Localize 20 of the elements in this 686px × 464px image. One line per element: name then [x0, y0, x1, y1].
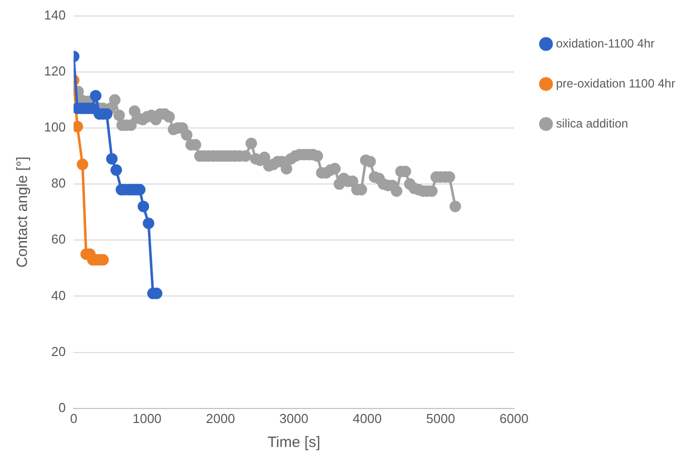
legend-label: pre-oxidation 1100 4hr: [556, 76, 676, 90]
y-tick-label: 140: [44, 7, 66, 22]
x-tick-label: 1000: [132, 410, 162, 426]
x-tick-label: 4000: [352, 410, 382, 426]
x-axis-title: Time [s]: [267, 434, 320, 452]
y-tick-label: 80: [51, 176, 66, 191]
x-tick-label: 3000: [279, 410, 308, 426]
y-tick-label: 0: [58, 400, 66, 415]
x-tick-label: 0: [70, 410, 78, 426]
x-tick-label: 2000: [206, 410, 235, 426]
legend-label: silica addition: [556, 116, 628, 130]
x-tick-label: 5000: [426, 410, 456, 426]
legend-label: oxidation-1100 4hr: [556, 36, 655, 50]
y-tick-label: 100: [44, 120, 66, 135]
x-tick-label: 6000: [500, 410, 528, 426]
y-tick-label: 20: [51, 344, 66, 359]
y-tick-label: 60: [51, 232, 66, 247]
y-axis-title: Contact angle [°]: [14, 156, 32, 268]
y-tick-label: 40: [51, 288, 66, 303]
y-tick-label: 120: [44, 63, 66, 78]
